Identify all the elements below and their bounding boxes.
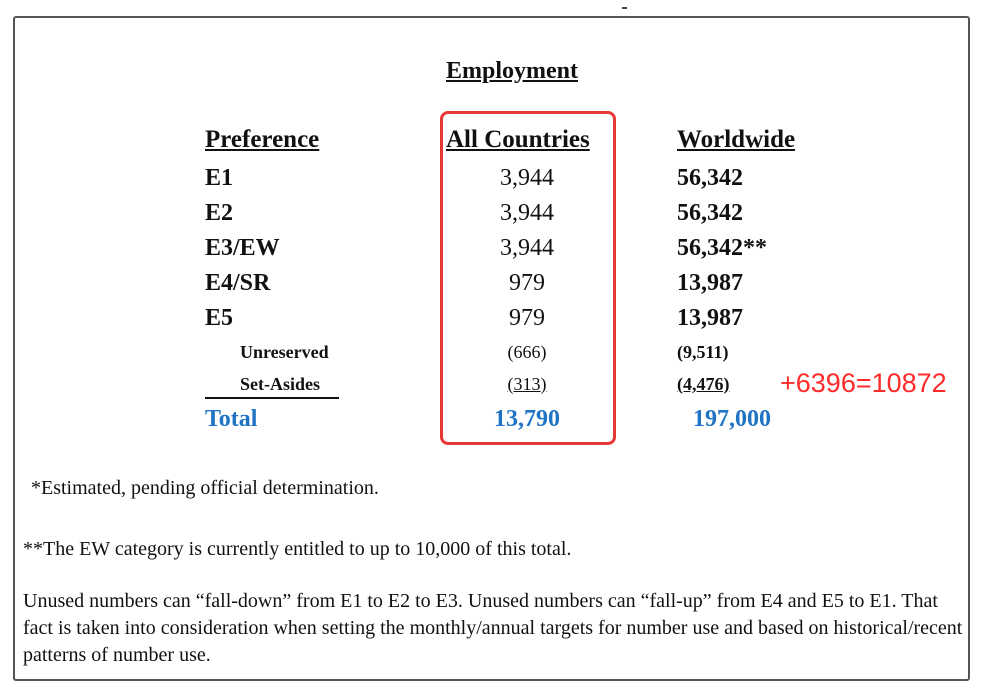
row-ww-e2: 56,342 [677, 200, 743, 226]
handwritten-annotation: +6396=10872 [780, 368, 947, 398]
footnote-ew: **The EW category is currently entitled … [23, 538, 572, 560]
row-ww-e3ew: 56,342** [677, 235, 767, 261]
total-label: Total [205, 406, 258, 432]
explanatory-paragraph: Unused numbers can “fall-down” from E1 t… [23, 590, 963, 666]
row-label-e5: E5 [205, 305, 234, 331]
row-all-e1: 3,944 [500, 165, 554, 191]
subrow-all-unreserved: (666) [507, 342, 547, 362]
row-label-e2: E2 [205, 200, 234, 226]
subrow-ww-set-asides: (4,476) [677, 374, 730, 394]
row-all-e3ew: 3,944 [500, 235, 554, 261]
row-ww-e1: 56,342 [677, 165, 743, 191]
subrow-label-unreserved: Unreserved [240, 342, 329, 362]
page-title: Employment [446, 58, 578, 84]
row-ww-e5: 13,987 [677, 305, 743, 331]
subrow-all-set-asides: (313) [442, 374, 612, 395]
all-countries-highlight-box [440, 111, 616, 445]
row-all-e5: 979 [509, 305, 545, 331]
subrow-label-set-asides: Set-Asides [240, 374, 320, 394]
row-label-e3ew: E3/EW [205, 235, 280, 261]
total-worldwide: 197,000 [693, 406, 771, 432]
row-all-e4sr: 979 [509, 270, 545, 296]
row-ww-e4sr: 13,987 [677, 270, 743, 296]
subrow-all-set-asides-value: (313) [507, 374, 547, 394]
row-all-e2: 3,944 [500, 200, 554, 226]
header-all-countries: All Countries [446, 126, 590, 153]
document-frame [13, 16, 970, 681]
footnote-estimated: *Estimated, pending official determinati… [31, 477, 379, 499]
total-all-countries: 13,790 [494, 406, 560, 432]
set-asides-underline [205, 397, 339, 399]
header-preference: Preference [205, 126, 320, 153]
row-label-e4sr: E4/SR [205, 270, 271, 296]
top-tick-mark [622, 7, 627, 9]
subrow-ww-unreserved: (9,511) [677, 342, 729, 362]
row-label-e1: E1 [205, 165, 234, 191]
header-worldwide: Worldwide [677, 126, 796, 153]
